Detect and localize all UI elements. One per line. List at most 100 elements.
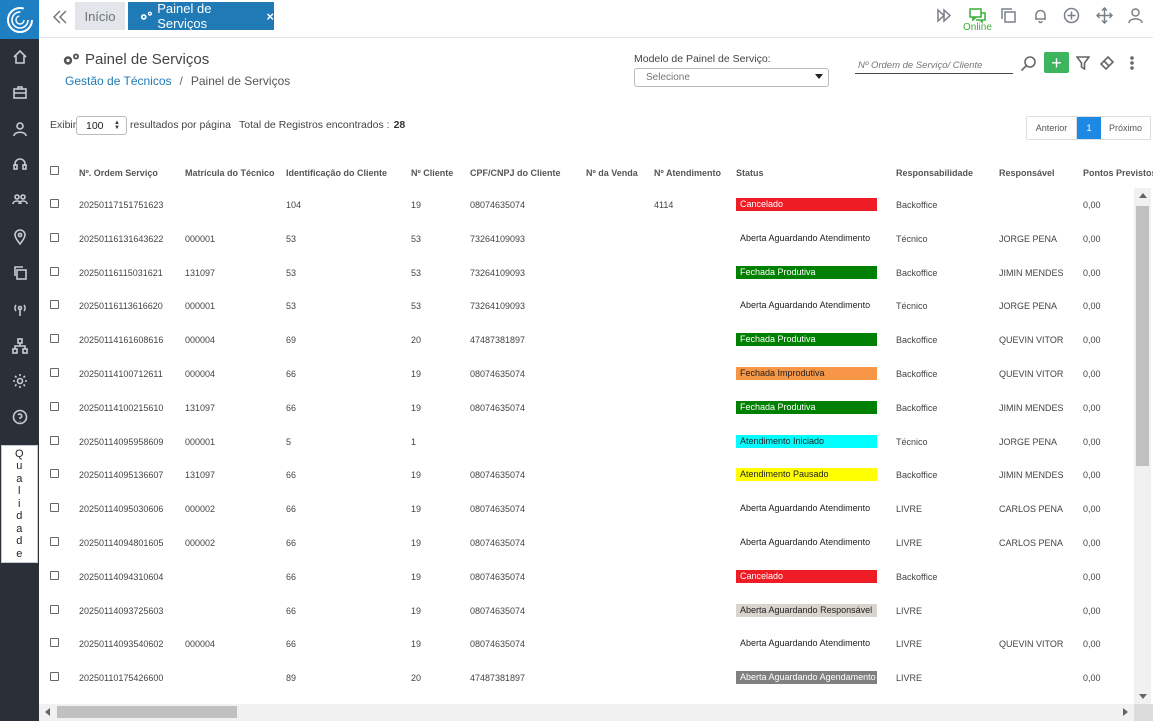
windows-icon[interactable] (997, 5, 1019, 25)
search-input[interactable] (855, 58, 1013, 74)
row-checkbox[interactable] (50, 638, 59, 648)
page-title-text: Painel de Serviços (85, 51, 210, 68)
header-col-n-venda[interactable]: Nº da Venda (586, 168, 638, 178)
table-row[interactable]: 20250114094310604 66 19 08074635074 Cancelad… (39, 560, 1134, 594)
home-icon[interactable] (0, 40, 39, 74)
table-row[interactable]: 20250114093540602 000004 66 19 08074635074 Ab… (39, 627, 1134, 661)
row-checkbox[interactable] (50, 232, 59, 242)
team-icon[interactable] (0, 182, 39, 216)
table-row[interactable]: 20250114095030606 000002 66 19 08074635074 Ab… (39, 492, 1134, 526)
row-checkbox[interactable] (50, 334, 59, 344)
table-row[interactable]: 20250117151751623 104 19 08074635074 4114 Can… (39, 188, 1134, 222)
map-pin-icon[interactable] (0, 220, 39, 254)
close-tab-icon[interactable]: × (266, 8, 274, 24)
headset-icon[interactable] (0, 147, 39, 181)
table-row[interactable]: 20250114094801605 000002 66 19 08074635074 Ab… (39, 526, 1134, 560)
scroll-up-icon[interactable] (1139, 193, 1147, 198)
vertical-scrollbar[interactable] (1134, 188, 1151, 704)
per-page-select[interactable]: 100 ▲ ▼ (76, 116, 127, 135)
breadcrumb-gestao-tecnicos[interactable]: Gestão de Técnicos (65, 74, 172, 88)
qualidade-letter: e (16, 547, 23, 560)
bell-icon[interactable] (1029, 5, 1051, 25)
table-row[interactable]: 20250110175426600 89 20 47487381897 Aberta A… (39, 661, 1134, 695)
collapse-tabs-icon[interactable] (47, 6, 73, 28)
row-checkbox[interactable] (50, 435, 59, 445)
header-col-n-cliente[interactable]: Nº Cliente (411, 168, 454, 178)
vertical-scroll-thumb[interactable] (1136, 206, 1149, 466)
header-col-ordem-servico[interactable]: Nº. Ordem Serviço (79, 168, 158, 178)
header-col-responsabilidade[interactable]: Responsabilidade (896, 168, 974, 178)
table-row[interactable]: 20250114161608616 000004 69 20 47487381897 Fe… (39, 323, 1134, 357)
scroll-down-icon[interactable] (1139, 694, 1147, 699)
modelo-select[interactable]: Selecione (634, 68, 829, 87)
gears-icon (140, 11, 153, 20)
antenna-icon[interactable] (0, 292, 39, 326)
table-row[interactable]: 20250114095958609 000001 5 1 Atendimento Ini… (39, 425, 1134, 459)
help-icon[interactable] (0, 400, 39, 434)
header-col-n-atendimento[interactable]: Nº Atendimento (654, 168, 721, 178)
horizontal-scroll-thumb[interactable] (57, 706, 237, 718)
row-checkbox[interactable] (50, 368, 59, 377)
status-badge: Aberta Aguardando Agendamento (736, 671, 877, 685)
row-checkbox[interactable] (50, 570, 59, 580)
eraser-icon[interactable] (1098, 53, 1116, 73)
header-col-responsavel[interactable]: Responsável (999, 168, 1055, 178)
row-checkbox[interactable] (50, 469, 59, 479)
row-checkbox[interactable] (50, 503, 59, 513)
table-row[interactable]: 20250116115031621 131097 53 53 73264109093 Fe… (39, 256, 1134, 290)
tab-painel-servicos[interactable]: Painel de Serviços × (128, 1, 274, 31)
col-responsavel: JIMIN MENDES (999, 470, 1064, 481)
breadcrumb-current: Painel de Serviços (190, 74, 291, 88)
row-checkbox[interactable] (50, 266, 59, 276)
table-row[interactable]: 20250114095136607 131097 66 19 08074635074 At… (39, 458, 1134, 492)
table-row[interactable]: 20250114100215610 131097 66 19 08074635074 Fe… (39, 391, 1134, 425)
col-pontos-previstos: 0,00 (1083, 504, 1101, 515)
app-logo-icon[interactable] (0, 0, 39, 39)
chat-online-icon[interactable] (966, 5, 988, 25)
gear-icon[interactable] (0, 364, 39, 398)
col-n-cliente: 20 (411, 335, 422, 346)
header-col-status[interactable]: Status (736, 168, 764, 178)
scroll-right-icon[interactable] (1123, 708, 1128, 716)
user-icon[interactable] (0, 112, 39, 146)
row-checkbox[interactable] (50, 672, 59, 682)
sitemap-icon[interactable] (0, 329, 39, 363)
row-checkbox[interactable] (50, 199, 59, 208)
row-checkbox[interactable] (50, 300, 59, 310)
col-n-cliente: 19 (411, 369, 422, 379)
row-checkbox[interactable] (50, 401, 59, 411)
header-col-matricula[interactable]: Matrícula do Técnico (185, 168, 275, 178)
prev-page-button[interactable]: Anterior (1027, 117, 1077, 139)
user-profile-icon[interactable] (1124, 5, 1146, 25)
table-row[interactable]: 20250116113616620 000001 53 53 73264109093 Ab… (39, 289, 1134, 323)
header-col-cpf-cnpj[interactable]: CPF/CNPJ do Cliente (470, 168, 561, 178)
briefcase-icon[interactable] (0, 75, 39, 109)
search-icon[interactable] (1018, 53, 1038, 73)
status-badge: Fechada Produtiva (736, 333, 877, 347)
forward-icon[interactable] (932, 5, 954, 25)
tab-inicio[interactable]: Início (75, 2, 125, 30)
page-1-button[interactable]: 1 (1077, 117, 1101, 139)
table-row[interactable]: 20250114093725603 66 19 08074635074 Aberta A… (39, 594, 1134, 628)
more-options-icon[interactable] (1124, 53, 1140, 73)
copy-icon[interactable] (0, 256, 39, 290)
status-badge: Aberta Aguardando Atendimento (736, 637, 877, 651)
status-badge: Aberta Aguardando Atendimento (736, 299, 877, 313)
header-col-pontos-previstos[interactable]: Pontos Previstos (1083, 168, 1153, 178)
horizontal-scrollbar[interactable] (39, 704, 1134, 721)
filter-icon[interactable] (1074, 53, 1092, 73)
table-row[interactable]: 20250114100712611 000004 66 19 08074635074 Fe… (39, 357, 1134, 391)
move-icon[interactable] (1093, 5, 1115, 25)
scroll-left-icon[interactable] (45, 708, 50, 716)
select-all-checkbox[interactable] (50, 166, 59, 175)
add-circle-icon[interactable] (1060, 5, 1082, 25)
header-col-identificacao[interactable]: Identificação do Cliente (286, 168, 388, 178)
status-badge: Fechada Produtiva (736, 400, 877, 414)
add-button[interactable]: + (1044, 52, 1069, 73)
col-cpf-cnpj: 73264109093 (470, 301, 526, 312)
row-checkbox[interactable] (50, 537, 59, 546)
next-page-button[interactable]: Próximo (1108, 123, 1142, 133)
row-checkbox[interactable] (50, 604, 59, 614)
table-row[interactable]: 20250116131643622 000001 53 53 73264109093 Ab… (39, 222, 1134, 256)
